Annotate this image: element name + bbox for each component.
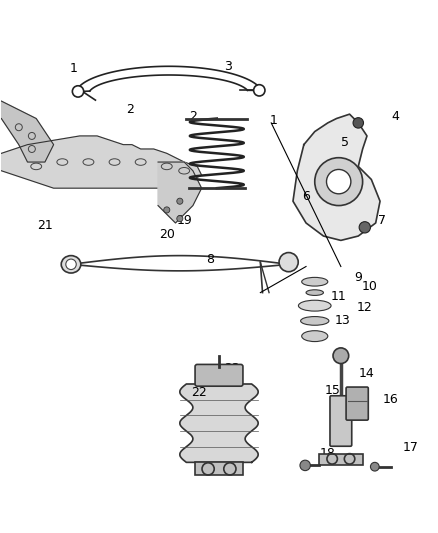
Ellipse shape — [298, 300, 331, 311]
Text: 23: 23 — [224, 362, 240, 375]
Polygon shape — [293, 114, 380, 240]
Text: 1: 1 — [69, 62, 77, 75]
Circle shape — [300, 460, 311, 471]
Ellipse shape — [306, 290, 323, 295]
Text: 19: 19 — [177, 214, 192, 227]
Text: 12: 12 — [357, 301, 373, 314]
Text: 21: 21 — [37, 219, 53, 232]
Ellipse shape — [300, 317, 329, 325]
Circle shape — [66, 259, 76, 270]
Circle shape — [177, 215, 183, 222]
Text: 9: 9 — [354, 271, 362, 284]
Text: 18: 18 — [320, 447, 336, 460]
Text: 4: 4 — [391, 110, 399, 123]
Text: 14: 14 — [359, 367, 375, 379]
Text: 13: 13 — [335, 314, 351, 327]
Circle shape — [164, 207, 170, 213]
Text: 3: 3 — [224, 60, 232, 73]
Text: 11: 11 — [331, 290, 346, 303]
Polygon shape — [180, 384, 258, 462]
Text: 20: 20 — [159, 228, 175, 241]
Circle shape — [333, 348, 349, 364]
Circle shape — [359, 222, 371, 233]
FancyBboxPatch shape — [195, 462, 243, 475]
Text: 17: 17 — [403, 441, 418, 455]
FancyBboxPatch shape — [330, 396, 352, 446]
Polygon shape — [1, 136, 201, 188]
Text: 2: 2 — [126, 103, 134, 116]
Text: 15: 15 — [324, 384, 340, 397]
Text: 22: 22 — [191, 386, 207, 399]
Text: 1: 1 — [269, 114, 277, 127]
Text: 8: 8 — [206, 254, 214, 266]
Circle shape — [279, 253, 298, 272]
FancyBboxPatch shape — [319, 454, 363, 465]
Text: 7: 7 — [378, 214, 386, 227]
Polygon shape — [158, 162, 201, 223]
Text: 6: 6 — [302, 190, 310, 204]
Text: 2: 2 — [189, 110, 197, 123]
Circle shape — [72, 86, 84, 97]
Ellipse shape — [61, 256, 81, 273]
FancyBboxPatch shape — [346, 387, 368, 420]
Circle shape — [177, 198, 183, 204]
Ellipse shape — [302, 277, 328, 286]
FancyBboxPatch shape — [195, 365, 243, 386]
Polygon shape — [1, 101, 53, 162]
Text: 5: 5 — [341, 136, 349, 149]
Circle shape — [254, 85, 265, 96]
Ellipse shape — [302, 330, 328, 342]
Circle shape — [371, 462, 379, 471]
Circle shape — [315, 158, 363, 206]
Text: 16: 16 — [383, 393, 399, 406]
Circle shape — [326, 169, 351, 194]
Text: 10: 10 — [361, 280, 377, 294]
Circle shape — [353, 118, 364, 128]
